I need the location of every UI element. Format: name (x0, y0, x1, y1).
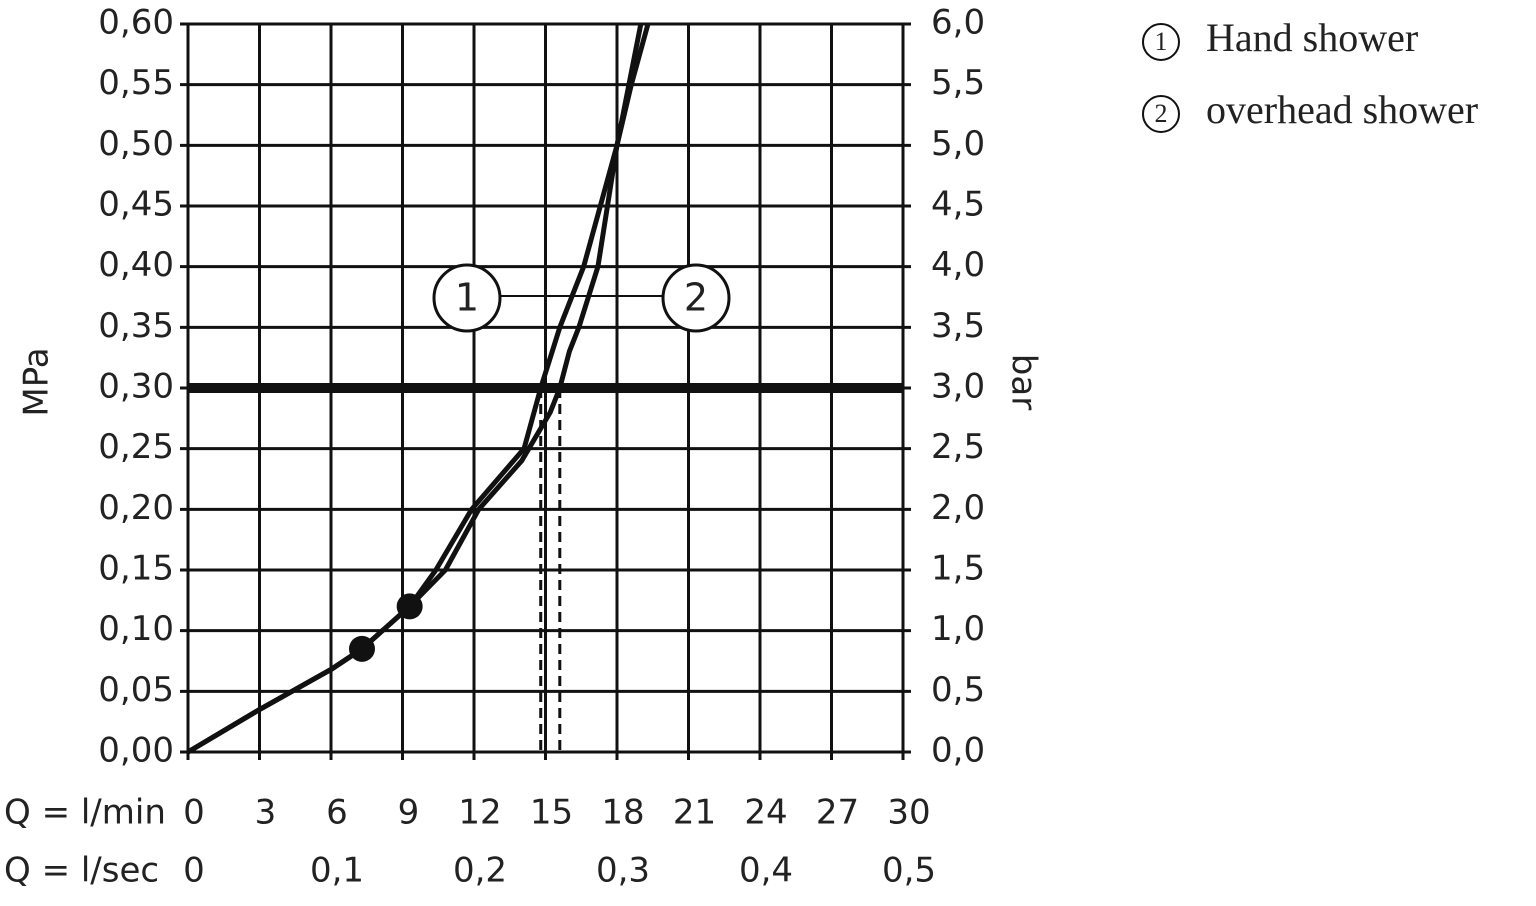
y-tick-label: 0,50 (98, 124, 174, 164)
y2-tick-label: 1,0 (931, 609, 985, 649)
x2-tick-label: 0,1 (310, 851, 364, 891)
y2-tick-label: 5,5 (931, 63, 985, 103)
x2-tick-label: 0,4 (739, 851, 793, 891)
y-axis-label: MPa (17, 347, 57, 416)
x-tick-label: 12 (458, 793, 501, 833)
y-tick-label: 0,25 (98, 427, 174, 467)
y-tick-label: 0,00 (98, 731, 174, 771)
y2-tick-label: 2,5 (931, 427, 985, 467)
legend-label: Hand shower (1206, 15, 1418, 60)
series-label: 2 (684, 276, 708, 320)
y2-tick-label: 5,0 (931, 124, 985, 164)
x-tick-label: 6 (326, 793, 348, 833)
y-tick-label: 0,05 (98, 670, 174, 710)
y-tick-label: 0,20 (98, 488, 174, 528)
x2-tick-label: 0,3 (596, 851, 650, 891)
y2-tick-label: 3,5 (931, 306, 985, 346)
x-tick-label: 0 (183, 793, 205, 833)
y-tick-label: 0,15 (98, 549, 174, 589)
y2-tick-label: 4,5 (931, 185, 985, 225)
series-line (186, 23, 651, 755)
x-axis-label: Q = l/min (4, 793, 166, 833)
legend-circle (1142, 95, 1180, 133)
legend-number: 2 (1155, 99, 1168, 128)
legend-circle (1142, 23, 1180, 61)
y2-tick-label: 0,5 (931, 670, 985, 710)
x-tick-label: 21 (673, 793, 716, 833)
y-tick-label: 0,35 (98, 306, 174, 346)
label-circle (661, 263, 731, 333)
y-tick-label: 0,45 (98, 185, 174, 225)
x-tick-label: 27 (816, 793, 859, 833)
x2-tick-label: 0,2 (453, 851, 507, 891)
y-tick-label: 0,60 (98, 3, 174, 43)
y2-tick-label: 1,5 (931, 549, 985, 589)
x-tick-label: 9 (398, 793, 420, 833)
y2-tick-label: 4,0 (931, 245, 985, 285)
y2-tick-label: 2,0 (931, 488, 985, 528)
x2-tick-label: 0 (183, 851, 205, 891)
y2-tick-label: 6,0 (931, 3, 985, 43)
series-marker (396, 593, 423, 620)
y-tick-label: 0,30 (98, 367, 174, 407)
y-tick-label: 0,55 (98, 63, 174, 103)
x-tick-label: 24 (744, 793, 787, 833)
x-tick-label: 15 (530, 793, 573, 833)
x2-tick-label: 0,5 (882, 851, 936, 891)
y-tick-label: 0,40 (98, 245, 174, 285)
x2-axis-label: Q = l/sec (4, 851, 159, 891)
y2-tick-label: 3,0 (931, 367, 985, 407)
legend-number: 1 (1155, 27, 1168, 56)
y2-tick-label: 0,0 (931, 731, 985, 771)
x-tick-label: 30 (887, 793, 930, 833)
y2-axis-label: bar (1004, 354, 1044, 410)
x-tick-label: 3 (255, 793, 277, 833)
label-circle (432, 263, 502, 333)
y-tick-label: 0,10 (98, 609, 174, 649)
series-label: 1 (455, 276, 479, 320)
legend-label: overhead shower (1206, 87, 1478, 132)
x-tick-label: 18 (601, 793, 644, 833)
